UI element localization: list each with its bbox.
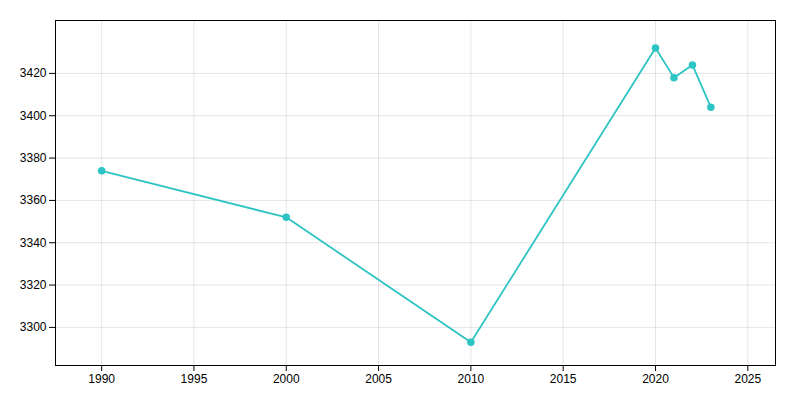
svg-text:2025: 2025 [734,372,761,386]
svg-text:3380: 3380 [20,151,47,165]
svg-text:1995: 1995 [181,372,208,386]
svg-text:3420: 3420 [20,66,47,80]
svg-text:2000: 2000 [273,372,300,386]
svg-text:3340: 3340 [20,236,47,250]
svg-text:3360: 3360 [20,193,47,207]
svg-text:1990: 1990 [88,372,115,386]
svg-text:2015: 2015 [550,372,577,386]
svg-text:3320: 3320 [20,278,47,292]
svg-text:2010: 2010 [458,372,485,386]
svg-text:3300: 3300 [20,320,47,334]
svg-text:3400: 3400 [20,109,47,123]
svg-text:2020: 2020 [642,372,669,386]
svg-text:2005: 2005 [365,372,392,386]
